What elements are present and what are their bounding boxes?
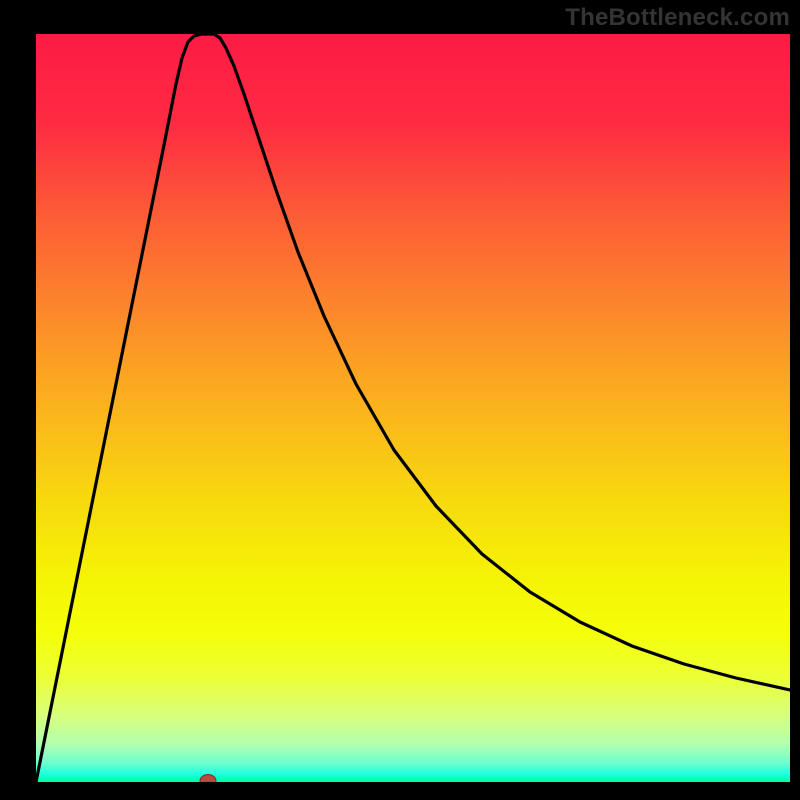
watermark-text: TheBottleneck.com (565, 4, 790, 32)
chart-background (36, 34, 790, 782)
bottleneck-chart (36, 34, 790, 782)
chart-frame: TheBottleneck.com (0, 0, 800, 800)
